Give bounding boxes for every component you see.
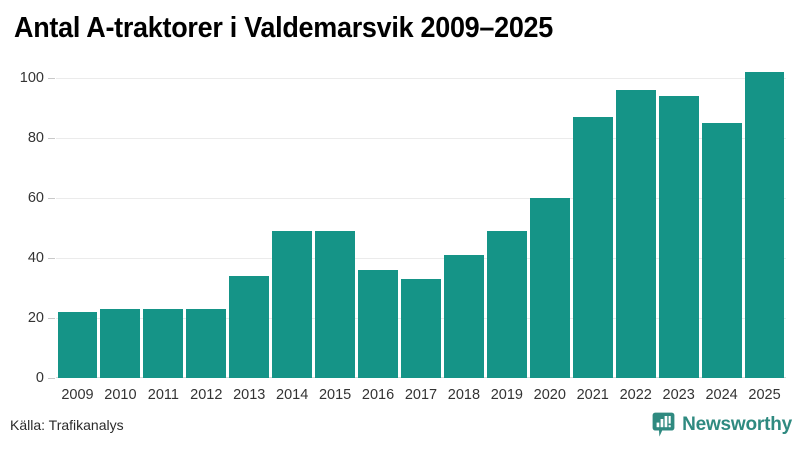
x-axis-tick-label: 2022: [619, 387, 652, 403]
gridline: [56, 138, 786, 139]
y-axis-tick-mark: [48, 138, 55, 139]
bar: [272, 231, 313, 378]
x-axis-tick-label: 2015: [318, 387, 352, 403]
x-axis-tick-label: 2025: [748, 387, 781, 403]
x-axis-tick-label: 2019: [490, 387, 523, 403]
x-axis-tick-label: 2024: [705, 387, 738, 403]
source-note: Källa: Trafikanalys: [10, 417, 124, 433]
bar: [658, 96, 699, 378]
bar: [401, 279, 441, 378]
y-axis-tick-mark: [48, 258, 55, 259]
brand-logo[interactable]: Newsworthy: [652, 412, 792, 438]
bar: [229, 276, 270, 378]
y-axis-tick-label: 60: [27, 190, 44, 206]
bar: [529, 198, 570, 378]
x-axis-tick-label: 2011: [147, 387, 179, 403]
bar: [744, 72, 785, 378]
bar: [358, 270, 399, 378]
bar: [486, 231, 527, 378]
bar: [186, 309, 227, 378]
x-axis-tick-label: 2017: [404, 387, 438, 403]
gridline: [56, 198, 786, 199]
x-axis-tick-label: 2009: [61, 387, 94, 403]
y-axis-tick-mark: [48, 78, 55, 79]
x-axis-tick-label: 2021: [576, 387, 609, 403]
x-axis-tick-label: 2010: [104, 387, 137, 403]
bar: [143, 309, 184, 378]
bar-series: [56, 72, 786, 378]
x-axis-tick-label: 2013: [233, 387, 266, 403]
bar: [615, 90, 656, 378]
bar: [701, 123, 742, 378]
x-axis-tick-label: 2014: [276, 387, 309, 403]
y-axis-tick-mark: [48, 198, 55, 199]
brand-name: Newsworthy: [682, 414, 792, 435]
x-axis-tick-label: 2012: [190, 387, 223, 403]
y-axis-tick-label: 100: [19, 70, 44, 86]
footer: Källa: Trafikanalys Newsworthy: [0, 406, 800, 450]
gridline: [56, 258, 786, 259]
gridline: [56, 78, 786, 79]
bar: [315, 231, 356, 378]
x-axis-tick-label: 2016: [361, 387, 395, 403]
bar: [572, 117, 613, 378]
bar: [57, 312, 98, 378]
page-title: Antal A-traktorer i Valdemarsvik 2009–20…: [14, 12, 553, 44]
y-axis-tick-label: 0: [35, 370, 44, 386]
y-axis-tick-mark: [48, 378, 55, 379]
newsworthy-chart-badge-icon: [652, 412, 675, 437]
x-axis-tick-label: 2020: [533, 387, 566, 403]
bar: [100, 309, 141, 378]
y-axis-tick-label: 20: [27, 310, 44, 326]
bar: [443, 255, 484, 378]
x-axis-tick-label: 2023: [662, 387, 695, 403]
y-axis-tick-mark: [48, 318, 55, 319]
y-axis-tick-label: 40: [27, 250, 44, 266]
y-axis-tick-label: 80: [27, 130, 44, 146]
x-axis-tick-label: 2018: [447, 387, 481, 403]
plot-area: 0 20 40 60 80 100: [20, 70, 786, 386]
